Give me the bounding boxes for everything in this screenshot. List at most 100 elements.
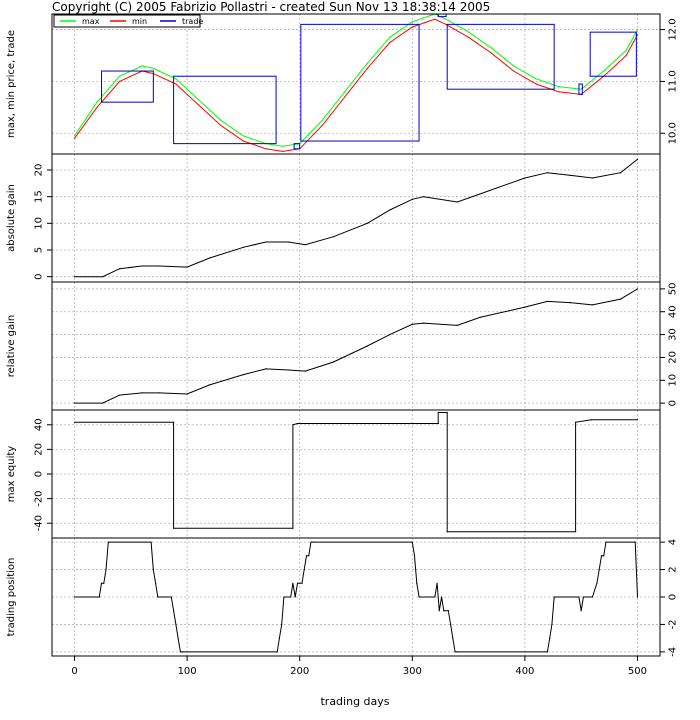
- data-point: [292, 582, 294, 584]
- data-point: [173, 610, 175, 612]
- panel-data: [73, 158, 639, 278]
- data-point: [209, 384, 211, 386]
- data-point: [416, 582, 418, 584]
- y-tick-label: 10.0: [668, 122, 679, 144]
- y-tick-label: 0: [34, 273, 45, 279]
- y-tick-label: 0: [668, 594, 679, 600]
- data-point: [620, 172, 622, 174]
- data-point: [535, 83, 537, 85]
- data-point: [308, 555, 310, 557]
- data-point: [591, 596, 594, 598]
- data-point: [344, 91, 346, 93]
- y-tick-label: 20: [34, 443, 45, 456]
- data-point: [152, 569, 154, 571]
- data-point: [366, 222, 368, 224]
- data-point: [596, 582, 598, 584]
- data-point: [278, 637, 280, 639]
- data-point: [411, 541, 413, 543]
- data-point: [598, 569, 600, 571]
- data-point: [366, 67, 368, 69]
- data-point: [389, 334, 391, 336]
- data-point: [524, 306, 526, 308]
- data-point: [437, 411, 439, 414]
- y-axis-label: absolute gain: [6, 184, 17, 252]
- data-point: [582, 596, 585, 598]
- data-point: [73, 276, 76, 278]
- data-point: [437, 422, 439, 425]
- data-point: [344, 96, 346, 98]
- data-point: [159, 596, 161, 598]
- data-point: [96, 101, 98, 103]
- data-point: [119, 75, 121, 77]
- y-axis-label: relative gain: [6, 315, 17, 378]
- data-point: [452, 637, 454, 639]
- data-point: [282, 150, 284, 152]
- data-point: [141, 65, 143, 67]
- data-point: [73, 421, 76, 423]
- data-point: [411, 21, 413, 23]
- data-point: [186, 266, 188, 268]
- y-tick-label: 0: [668, 400, 679, 406]
- data-point: [636, 158, 639, 160]
- data-point: [173, 527, 175, 529]
- data-point: [105, 569, 107, 571]
- data-point: [418, 596, 420, 598]
- data-point: [389, 41, 391, 44]
- data-point: [304, 370, 306, 372]
- y-tick-label: 2: [668, 566, 679, 572]
- y-tick-label: 10: [34, 217, 45, 230]
- x-tick-label: 300: [403, 666, 422, 677]
- figure-title: Copyright (C) 2005 Fabrizio Pollastri - …: [52, 0, 490, 14]
- data-point: [423, 322, 425, 324]
- data-point: [546, 651, 549, 653]
- data-point: [220, 119, 222, 121]
- panel-4: -40 -20 0 20 40 max equity: [6, 409, 661, 539]
- data-point: [524, 177, 526, 179]
- x-tick-label: 100: [178, 666, 197, 677]
- trade-box: [173, 75, 277, 145]
- data-point: [605, 541, 607, 543]
- data-point: [636, 288, 639, 290]
- data-point: [304, 244, 306, 246]
- y-tick-label: 20: [34, 164, 45, 177]
- data-point: [157, 596, 159, 598]
- data-point: [102, 402, 104, 404]
- data-point: [634, 541, 636, 543]
- data-point: [186, 393, 188, 395]
- series-line: [74, 412, 638, 533]
- data-point: [549, 637, 551, 639]
- data-point: [182, 651, 184, 653]
- trade-box: [446, 23, 555, 90]
- data-point: [265, 148, 267, 150]
- data-point: [490, 47, 492, 49]
- series-line: [74, 288, 638, 404]
- x-axis-label: trading days: [320, 695, 389, 708]
- data-point: [292, 424, 294, 426]
- data-point: [100, 582, 103, 584]
- data-point: [479, 193, 481, 195]
- data-point: [575, 531, 577, 533]
- y-tick-label: -2: [668, 619, 679, 629]
- data-point: [603, 70, 605, 72]
- data-point: [96, 106, 98, 108]
- data-point: [580, 88, 582, 90]
- y-tick-label: 10: [668, 374, 679, 387]
- trade-box: [300, 23, 420, 142]
- y-tick-label: 20: [668, 351, 679, 364]
- data-point: [456, 201, 458, 203]
- data-point: [175, 623, 177, 626]
- data-point: [590, 419, 592, 421]
- data-point: [636, 29, 639, 31]
- data-point: [603, 555, 605, 557]
- data-point: [119, 268, 121, 270]
- data-point: [411, 198, 413, 200]
- y-tick-label: 50: [668, 282, 679, 295]
- data-point: [546, 172, 549, 174]
- max-series-line: [74, 14, 638, 147]
- x-tick-label: 0: [71, 666, 77, 677]
- data-point: [292, 527, 294, 529]
- data-point: [636, 419, 639, 421]
- legend-box: [53, 14, 201, 28]
- data-point: [310, 541, 312, 543]
